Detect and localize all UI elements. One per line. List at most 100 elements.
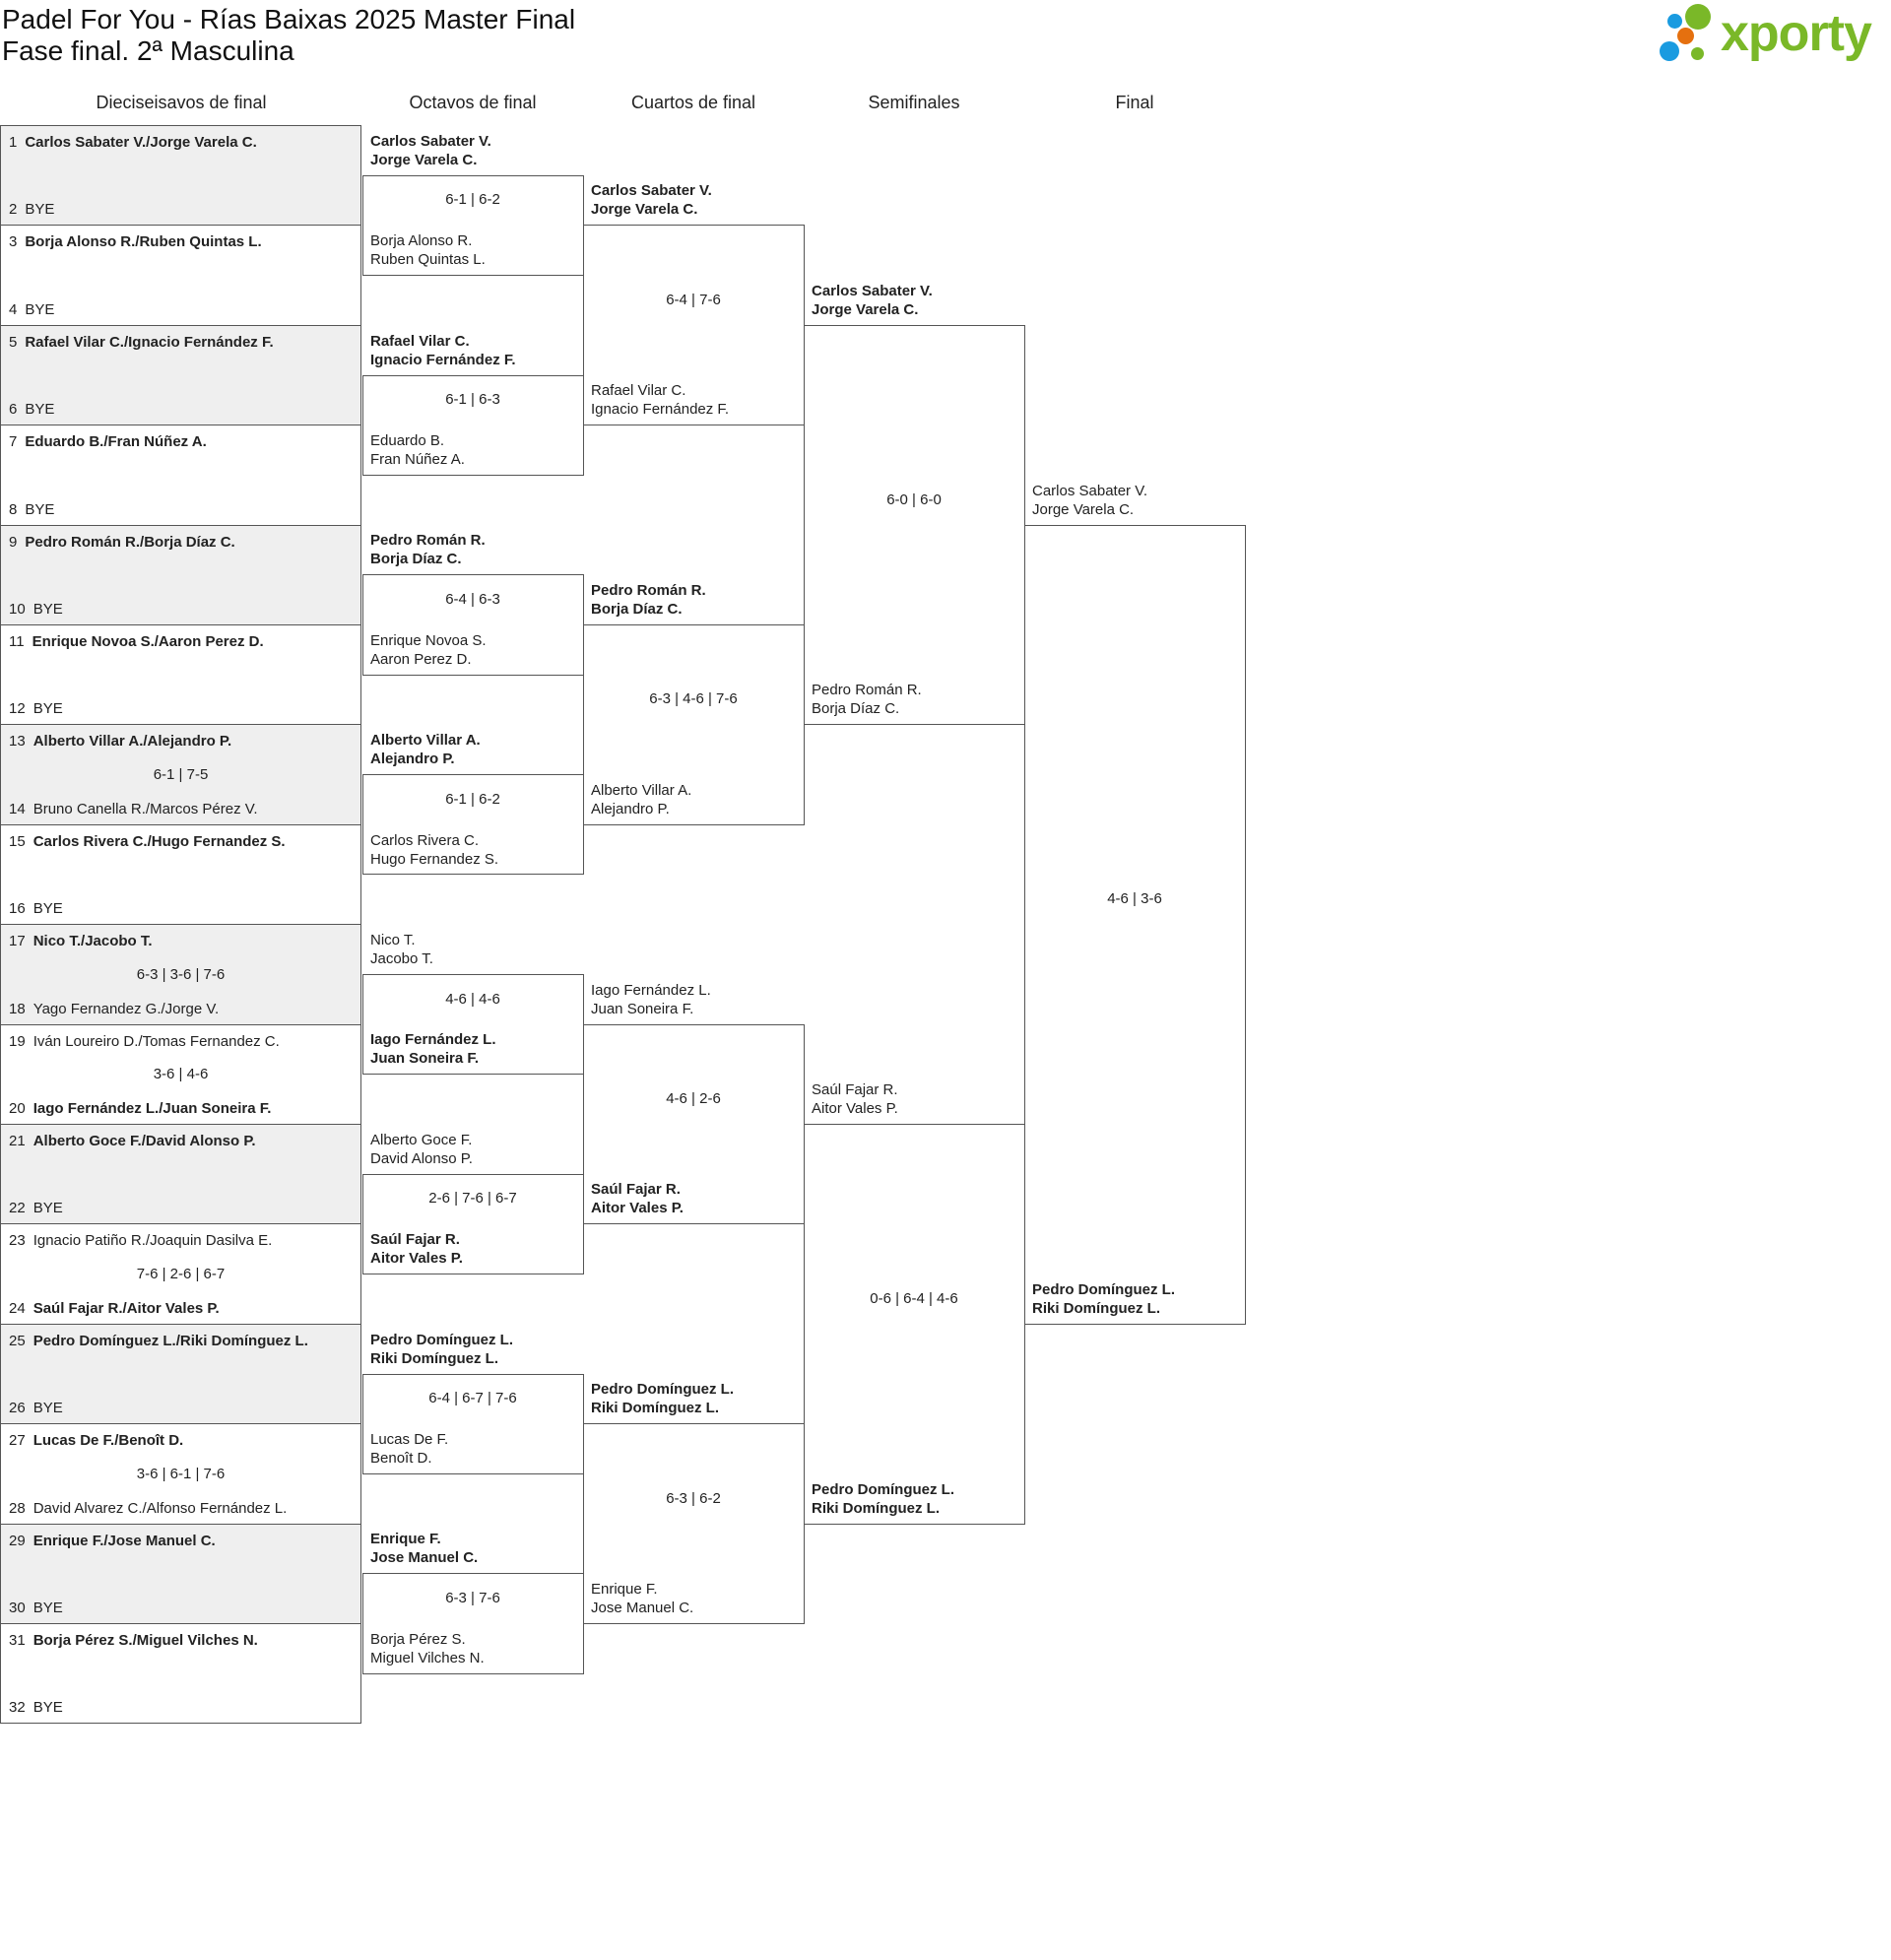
team-entry[interactable]: Pedro Román R. Borja Díaz C. <box>591 581 706 619</box>
team-entry[interactable]: Saúl Fajar R. Aitor Vales P. <box>370 1230 463 1268</box>
team-entry[interactable]: 14 Bruno Canella R./Marcos Pérez V. <box>9 801 258 818</box>
seed-number: 11 <box>9 633 25 650</box>
match-box[interactable]: 9 Pedro Román R./Borja Díaz C. 10 BYE <box>0 524 361 625</box>
team-entry[interactable]: Carlos Sabater V. Jorge Varela C. <box>812 282 933 319</box>
match-box[interactable]: 31 Borja Pérez S./Miguel Vilches N. 32 BYE <box>0 1623 361 1725</box>
team-entry[interactable]: 31 Borja Pérez S./Miguel Vilches N. <box>9 1632 258 1650</box>
team-entry[interactable]: Iago Fernández L. Juan Soneira F. <box>591 981 711 1018</box>
match-box[interactable]: 1 Carlos Sabater V./Jorge Varela C. 2 BYE <box>0 125 361 227</box>
player-name: Jorge Varela C. <box>370 151 478 168</box>
player-name: Saúl Fajar R. <box>370 1231 460 1249</box>
match-box[interactable]: 27 Lucas De F./Benoît D. 28 David Alvarez C… <box>0 1423 361 1525</box>
team-entry[interactable]: Pedro Domínguez L. Riki Domínguez L. <box>370 1331 513 1368</box>
match-box[interactable]: 11 Enrique Novoa S./Aaron Perez D. 12 BYE <box>0 624 361 726</box>
team-entry[interactable]: 6 BYE <box>9 401 54 419</box>
team-entry[interactable]: 20 Iago Fernández L./Juan Soneira F. <box>9 1100 271 1118</box>
match-box[interactable]: 15 Carlos Rivera C./Hugo Fernandez S. 16 BY… <box>0 823 361 926</box>
team-entry[interactable]: 4 BYE <box>9 301 54 319</box>
team-entry[interactable]: 29 Enrique F./Jose Manuel C. <box>9 1533 216 1550</box>
team-entry[interactable]: Rafael Vilar C. Ignacio Fernández F. <box>370 332 516 369</box>
match-box[interactable]: 19 Iván Loureiro D./Tomas Fernandez C. 20 I… <box>0 1023 361 1125</box>
player-name: Carlos Sabater V. <box>370 132 491 150</box>
team-entry[interactable]: Borja Pérez S. Miguel Vilches N. <box>370 1630 485 1667</box>
team-entry[interactable]: 15 Carlos Rivera C./Hugo Fernandez S. <box>9 833 286 851</box>
team-entry[interactable]: 24 Saúl Fajar R./Aitor Vales P. <box>9 1300 220 1318</box>
team-entry[interactable]: Eduardo B. Fran Núñez A. <box>370 431 465 469</box>
match-box[interactable]: 29 Enrique F./Jose Manuel C. 30 BYE <box>0 1523 361 1624</box>
team-entry[interactable]: Pedro Domínguez L. Riki Domínguez L. <box>1032 1280 1175 1318</box>
team-entry[interactable]: Carlos Sabater V. Jorge Varela C. <box>591 181 712 219</box>
team-entry[interactable]: Carlos Sabater V. Jorge Varela C. <box>370 132 491 169</box>
team-entry[interactable]: Pedro Román R. Borja Díaz C. <box>812 681 922 718</box>
team-entry[interactable]: Borja Alonso R. Ruben Quintas L. <box>370 231 486 269</box>
match-box[interactable]: 25 Pedro Domínguez L./Riki Domínguez L. 26… <box>0 1323 361 1425</box>
match-score: 6-4 | 6-3 <box>445 591 500 608</box>
team-entry[interactable]: 1 Carlos Sabater V./Jorge Varela C. <box>9 134 257 152</box>
seed-number: 15 <box>9 832 26 850</box>
team-entry[interactable]: Carlos Sabater V. Jorge Varela C. <box>1032 482 1147 519</box>
team-name: Alberto Villar A./Alejandro P. <box>33 733 232 751</box>
team-entry[interactable]: 12 BYE <box>9 700 63 718</box>
team-entry[interactable]: Carlos Rivera C. Hugo Fernandez S. <box>370 831 498 869</box>
team-entry[interactable]: 7 Eduardo B./Fran Núñez A. <box>9 433 207 451</box>
team-entry[interactable]: 9 Pedro Román R./Borja Díaz C. <box>9 534 235 552</box>
team-entry[interactable]: 8 BYE <box>9 501 54 519</box>
team-entry[interactable]: 10 BYE <box>9 601 63 619</box>
match-box[interactable]: 17 Nico T./Jacobo T. 18 Yago Fernandez G./J… <box>0 924 361 1025</box>
match-score: 6-4 | 6-7 | 7-6 <box>428 1390 517 1407</box>
team-entry[interactable]: Pedro Domínguez L. Riki Domínguez L. <box>591 1380 734 1417</box>
seed-number: 7 <box>9 433 18 451</box>
team-name: BYE <box>25 500 55 518</box>
team-entry[interactable]: 21 Alberto Goce F./David Alonso P. <box>9 1133 256 1150</box>
team-entry[interactable]: Enrique F. Jose Manuel C. <box>370 1530 478 1567</box>
team-entry[interactable]: 16 BYE <box>9 900 63 918</box>
match-box[interactable]: 7 Eduardo B./Fran Núñez A. 8 BYE <box>0 425 361 526</box>
team-entry[interactable]: 27 Lucas De F./Benoît D. <box>9 1432 183 1450</box>
team-entry[interactable]: 22 BYE <box>9 1200 63 1217</box>
seed-number: 22 <box>9 1200 26 1217</box>
team-entry[interactable]: 26 BYE <box>9 1400 63 1417</box>
team-entry[interactable]: 17 Nico T./Jacobo T. <box>9 933 153 950</box>
team-entry[interactable]: Iago Fernández L. Juan Soneira F. <box>370 1030 496 1068</box>
team-entry[interactable]: 25 Pedro Domínguez L./Riki Domínguez L. <box>9 1333 308 1350</box>
player-name: Borja Alonso R. <box>370 232 473 250</box>
xporty-logo: xporty <box>1660 4 1881 67</box>
team-entry[interactable]: Pedro Román R. Borja Díaz C. <box>370 531 486 568</box>
team-entry[interactable]: Enrique Novoa S. Aaron Perez D. <box>370 631 487 669</box>
team-entry[interactable]: Alberto Villar A. Alejandro P. <box>370 731 481 768</box>
team-entry[interactable]: 3 Borja Alonso R./Ruben Quintas L. <box>9 233 262 251</box>
team-entry[interactable]: 28 David Alvarez C./Alfonso Fernández L. <box>9 1500 287 1518</box>
team-entry[interactable]: Enrique F. Jose Manuel C. <box>591 1580 693 1617</box>
team-entry[interactable]: 19 Iván Loureiro D./Tomas Fernandez C. <box>9 1033 280 1051</box>
team-entry[interactable]: 2 BYE <box>9 201 54 219</box>
team-entry[interactable]: 5 Rafael Vilar C./Ignacio Fernández F. <box>9 334 274 352</box>
match-box[interactable]: 23 Ignacio Patiño R./Joaquin Dasilva E. 24… <box>0 1223 361 1325</box>
team-entry[interactable]: 23 Ignacio Patiño R./Joaquin Dasilva E. <box>9 1232 272 1250</box>
match-box[interactable]: 21 Alberto Goce F./David Alonso P. 22 BYE <box>0 1124 361 1225</box>
match-box[interactable]: 3 Borja Alonso R./Ruben Quintas L. 4 BYE <box>0 225 361 326</box>
team-entry[interactable]: Saúl Fajar R. Aitor Vales P. <box>812 1080 898 1118</box>
team-entry[interactable]: Alberto Goce F. David Alonso P. <box>370 1131 473 1168</box>
player-name: Borja Pérez S. <box>370 1630 466 1648</box>
team-entry[interactable]: Saúl Fajar R. Aitor Vales P. <box>591 1180 684 1217</box>
player-name: Enrique F. <box>370 1531 441 1548</box>
team-entry[interactable]: Lucas De F. Benoît D. <box>370 1430 448 1468</box>
team-entry[interactable]: Alberto Villar A. Alejandro P. <box>591 781 691 818</box>
seed-number: 14 <box>9 800 26 817</box>
team-entry[interactable]: 32 BYE <box>9 1699 63 1717</box>
team-name: Alberto Goce F./David Alonso P. <box>33 1133 256 1149</box>
match-box[interactable]: 5 Rafael Vilar C./Ignacio Fernández F. 6 BY… <box>0 324 361 426</box>
team-entry[interactable]: Nico T. Jacobo T. <box>370 931 433 968</box>
team-entry[interactable]: 18 Yago Fernandez G./Jorge V. <box>9 1001 219 1018</box>
team-name: BYE <box>25 201 55 219</box>
team-entry[interactable]: Rafael Vilar C. Ignacio Fernández F. <box>591 381 729 419</box>
match-box[interactable]: 13 Alberto Villar A./Alejandro P. 14 Bruno … <box>0 724 361 825</box>
match-score: 6-3 | 4-6 | 7-6 <box>649 690 738 708</box>
team-entry[interactable]: 11 Enrique Novoa S./Aaron Perez D. <box>9 633 264 651</box>
team-entry[interactable]: Pedro Domínguez L. Riki Domínguez L. <box>812 1480 954 1518</box>
team-name: Rafael Vilar C./Ignacio Fernández F. <box>25 333 274 351</box>
seed-number: 25 <box>9 1332 26 1349</box>
team-entry[interactable]: 13 Alberto Villar A./Alejandro P. <box>9 733 231 751</box>
team-entry[interactable]: 30 BYE <box>9 1600 63 1617</box>
player-name: Iago Fernández L. <box>370 1031 496 1049</box>
